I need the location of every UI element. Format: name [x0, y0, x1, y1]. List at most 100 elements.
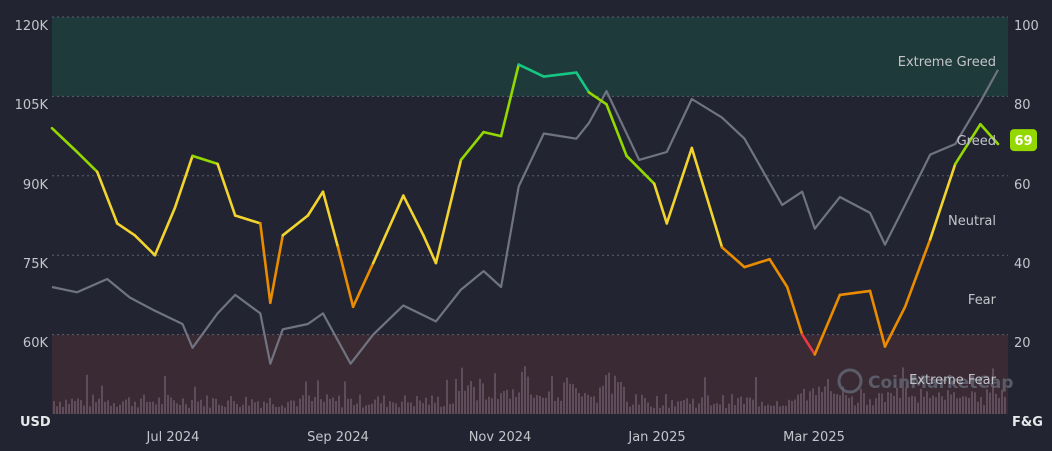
volume-bar — [830, 391, 832, 414]
volume-bar — [62, 406, 64, 414]
volume-bar — [215, 398, 217, 414]
fear-greed-segment — [216, 162, 237, 217]
volume-bar — [875, 398, 877, 414]
volume-bar — [227, 400, 229, 414]
volume-bar — [635, 394, 637, 414]
volume-bar — [161, 404, 163, 414]
volume-bar — [680, 401, 682, 414]
volume-bar — [1001, 389, 1003, 414]
volume-bar — [743, 403, 745, 414]
volume-bar — [140, 398, 142, 414]
volume-bar — [245, 396, 247, 414]
volume-bar — [104, 401, 106, 414]
volume-bar — [305, 381, 307, 414]
fear-greed-segment — [625, 154, 656, 185]
volume-bar — [746, 397, 748, 414]
volume-bar — [839, 395, 841, 414]
x-tick: Mar 2025 — [783, 430, 845, 445]
volume-bar — [122, 401, 124, 414]
y-left-tick: 105K — [15, 98, 49, 113]
volume-bar — [515, 396, 517, 414]
fear-greed-segment — [258, 222, 272, 305]
volume-bar — [230, 396, 232, 414]
fear-greed-segment — [336, 246, 355, 309]
volume-bar — [278, 406, 280, 414]
volume-bar — [878, 393, 880, 414]
volume-bar — [956, 398, 958, 414]
fear-greed-segment — [95, 170, 119, 225]
volume-bar — [995, 393, 997, 414]
volume-bar — [845, 394, 847, 414]
volume-bar — [905, 387, 907, 414]
fear-greed-segment — [928, 162, 957, 241]
volume-bar — [827, 379, 829, 414]
volume-bar — [662, 405, 664, 414]
volume-bar — [59, 401, 61, 414]
volume-bar — [83, 405, 85, 414]
volume-bar — [869, 399, 871, 414]
volume-bar — [509, 398, 511, 414]
volume-bar — [950, 394, 952, 414]
volume-bar — [401, 401, 403, 414]
volume-bar — [458, 390, 460, 414]
volume-bar — [125, 399, 127, 414]
volume-bar — [128, 397, 130, 414]
fear-greed-segment — [306, 190, 325, 217]
volume-bar — [212, 398, 214, 414]
volume-bar — [443, 406, 445, 414]
volume-bar — [512, 389, 514, 414]
volume-bar — [395, 403, 397, 414]
volume-bar — [191, 399, 193, 414]
volume-bar — [167, 395, 169, 414]
volume-bar — [293, 400, 295, 414]
volume-bar — [491, 398, 493, 414]
volume-bar — [536, 395, 538, 414]
volume-bar — [473, 386, 475, 414]
volume-bar — [620, 381, 622, 414]
volume-bar — [935, 397, 937, 414]
fear-greed-segment — [75, 150, 99, 174]
fear-greed-segment — [351, 261, 375, 309]
volume-bar — [896, 387, 898, 414]
fear-greed-segment — [153, 206, 177, 257]
fear-greed-segment — [605, 103, 628, 158]
volume-bar — [332, 397, 334, 414]
volume-bar — [632, 404, 634, 414]
volume-bar — [554, 400, 556, 414]
volume-bar — [452, 403, 454, 414]
volume-bar — [692, 398, 694, 414]
volume-bar — [962, 396, 964, 414]
volume-bar — [530, 394, 532, 414]
volume-bar — [809, 391, 811, 414]
volume-bar — [119, 404, 121, 414]
volume-bar — [86, 374, 88, 414]
fear-greed-segment — [233, 214, 262, 225]
volume-bar — [710, 405, 712, 414]
volume-bar — [251, 399, 253, 414]
volume-bar — [80, 400, 82, 414]
volume-bar — [416, 396, 418, 414]
volume-bar — [938, 392, 940, 414]
fear-greed-segment — [903, 238, 932, 309]
fear-greed-segment — [268, 234, 285, 305]
current-value-badge: 69 — [1010, 129, 1037, 152]
volume-bar — [92, 394, 94, 414]
volume-bar — [761, 401, 763, 414]
volume-bar — [947, 390, 949, 414]
volume-bar — [194, 386, 196, 414]
volume-bar — [800, 393, 802, 414]
fear-greed-segment — [542, 71, 578, 78]
volume-bar — [683, 400, 685, 414]
volume-bar — [584, 393, 586, 414]
volume-bar — [461, 367, 463, 414]
volume-bar — [455, 379, 457, 414]
y-left-tick: 75K — [23, 257, 49, 272]
volume-bar — [155, 404, 157, 414]
volume-bar — [437, 396, 439, 414]
volume-bar — [74, 401, 76, 414]
volume-bar — [146, 401, 148, 414]
volume-bar — [758, 406, 760, 414]
coinmarketcap-logo-icon — [837, 368, 863, 394]
watermark-text: CoinMarketCap — [868, 373, 1013, 393]
x-tick: Nov 2024 — [469, 430, 532, 445]
